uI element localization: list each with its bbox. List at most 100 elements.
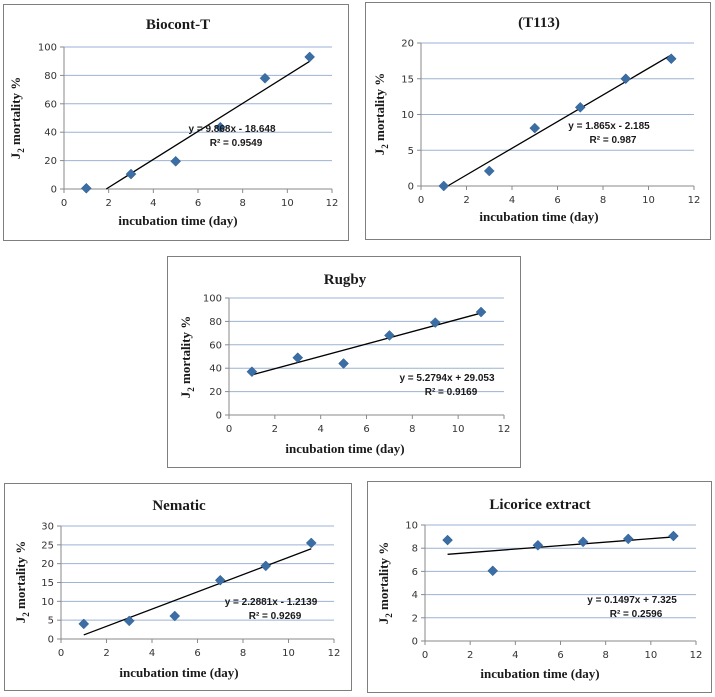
chart-panel-nematic: Nematic 0 5 10 15 20 25 30 0 2 4 6 8 10 12 incubation t… bbox=[4, 483, 352, 691]
x-tick-label: 4 bbox=[150, 198, 156, 209]
data-point bbox=[78, 618, 90, 630]
x-tick-label: 10 bbox=[642, 195, 655, 206]
chart-panel-t113: (T113) 0 5 10 15 20 0 2 4 6 8 10 12 incubation time (… bbox=[365, 2, 711, 240]
y-tick-label: 20 bbox=[41, 559, 54, 570]
y-tick-label: 100 bbox=[38, 43, 57, 54]
x-axis-label: incubation time (day) bbox=[285, 441, 404, 456]
x-tick-label: 12 bbox=[328, 648, 341, 659]
data-point bbox=[125, 168, 137, 180]
x-tick-label: 10 bbox=[281, 198, 294, 209]
x-tick-label: 6 bbox=[195, 198, 201, 209]
y-tick-label: 0 bbox=[408, 182, 414, 193]
y-label-main: J bbox=[13, 616, 28, 623]
x-tick-label: 2 bbox=[467, 650, 473, 661]
y-label-rest: mortality % bbox=[178, 316, 193, 387]
x-tick-label: 6 bbox=[554, 195, 560, 206]
x-tick-label: 4 bbox=[512, 650, 518, 661]
x-axis-label: incubation time (day) bbox=[118, 213, 237, 228]
data-point bbox=[483, 165, 495, 177]
data-point bbox=[529, 122, 541, 134]
x-tick-label: 8 bbox=[602, 650, 608, 661]
x-tick-label: 0 bbox=[422, 650, 428, 661]
data-point bbox=[487, 565, 499, 577]
data-point bbox=[214, 121, 226, 133]
y-tick-label: 40 bbox=[209, 364, 222, 375]
y-tick-label: 20 bbox=[209, 387, 222, 398]
data-point bbox=[246, 366, 258, 378]
y-label-subscript: 2 bbox=[380, 144, 390, 149]
data-point bbox=[665, 53, 677, 65]
trendline bbox=[447, 536, 674, 555]
y-label-subscript: 2 bbox=[21, 612, 31, 617]
y-tick-label: 5 bbox=[48, 616, 54, 627]
x-axis-label: incubation time (day) bbox=[119, 665, 238, 680]
y-label-rest: mortality % bbox=[8, 77, 23, 148]
data-point bbox=[622, 533, 634, 545]
trendline-r-squared: R² = 0.9169 bbox=[425, 387, 478, 398]
x-tick-label: 12 bbox=[326, 198, 339, 209]
data-point bbox=[532, 539, 544, 551]
x-tick-label: 12 bbox=[690, 650, 703, 661]
chart-panel-rugby: Rugby 0 20 40 60 80 100 0 2 4 6 8 10 12 incubation tim… bbox=[167, 256, 521, 468]
y-tick-label: 20 bbox=[401, 39, 414, 50]
chart-title: Rugby bbox=[324, 272, 367, 288]
x-tick-label: 8 bbox=[409, 424, 415, 435]
data-point bbox=[442, 534, 453, 546]
x-tick-label: 8 bbox=[239, 198, 245, 209]
y-tick-label: 4 bbox=[412, 590, 418, 601]
y-label-main: J bbox=[178, 391, 193, 398]
trendline-equation: y = 1.865x - 2.185 bbox=[568, 121, 650, 132]
chart-title: Licorice extract bbox=[489, 497, 590, 513]
y-tick-label: 8 bbox=[412, 544, 418, 555]
y-label-rest: mortality % bbox=[13, 541, 28, 612]
data-point bbox=[123, 615, 135, 627]
data-point bbox=[260, 560, 272, 572]
y-axis-label: J2 mortality % bbox=[372, 73, 390, 155]
y-tick-label: 40 bbox=[44, 128, 57, 139]
chart-panel-biocont-t: Biocont-T 0 20 40 60 80 100 0 2 4 6 8 10 12 incubation… bbox=[3, 4, 349, 241]
trendline-r-squared: R² = 0.987 bbox=[590, 135, 637, 146]
y-label-subscript: 2 bbox=[16, 148, 26, 153]
y-label-main: J bbox=[372, 148, 387, 155]
x-tick-label: 2 bbox=[463, 195, 469, 206]
data-point bbox=[80, 182, 92, 194]
x-tick-label: 0 bbox=[58, 648, 64, 659]
trendline bbox=[447, 54, 672, 187]
chart-title: (T113) bbox=[518, 15, 560, 31]
y-tick-label: 100 bbox=[203, 294, 222, 305]
y-label-main: J bbox=[8, 152, 23, 159]
x-tick-label: 4 bbox=[317, 424, 323, 435]
y-tick-label: 0 bbox=[48, 635, 54, 646]
x-tick-label: 0 bbox=[61, 198, 67, 209]
y-label-main: J bbox=[376, 617, 391, 624]
y-tick-label: 25 bbox=[41, 540, 54, 551]
chart-svg-rugby: Rugby 0 20 40 60 80 100 0 2 4 6 8 10 12 incubation tim… bbox=[178, 272, 511, 456]
x-tick-label: 0 bbox=[418, 195, 424, 206]
chart-title: Nematic bbox=[152, 498, 206, 514]
data-point bbox=[577, 536, 589, 548]
x-tick-label: 4 bbox=[149, 648, 155, 659]
chart-svg-nematic: Nematic 0 5 10 15 20 25 30 0 2 4 6 8 10 12 incubation t… bbox=[13, 498, 341, 680]
x-tick-label: 8 bbox=[600, 195, 606, 206]
data-point bbox=[620, 73, 632, 85]
y-axis-label: J2 mortality % bbox=[178, 316, 196, 398]
data-point bbox=[429, 317, 441, 328]
x-tick-label: 6 bbox=[194, 648, 200, 659]
trendline bbox=[83, 548, 312, 636]
data-point bbox=[292, 352, 304, 364]
x-axis-label: incubation time (day) bbox=[480, 666, 599, 681]
trendline-equation: y = 9.868x - 18.648 bbox=[188, 124, 275, 135]
y-tick-label: 10 bbox=[41, 597, 54, 608]
x-tick-label: 10 bbox=[644, 650, 657, 661]
data-point bbox=[305, 537, 317, 549]
trendline-r-squared: R² = 0.2596 bbox=[610, 609, 663, 620]
x-tick-label: 6 bbox=[557, 650, 563, 661]
x-tick-label: 10 bbox=[282, 648, 295, 659]
x-tick-label: 12 bbox=[498, 424, 511, 435]
y-tick-label: 80 bbox=[44, 71, 57, 82]
x-tick-label: 2 bbox=[105, 198, 111, 209]
x-tick-label: 0 bbox=[226, 424, 232, 435]
data-point bbox=[338, 358, 349, 369]
y-label-rest: mortality % bbox=[372, 73, 387, 144]
chart-title: Biocont-T bbox=[146, 17, 210, 33]
